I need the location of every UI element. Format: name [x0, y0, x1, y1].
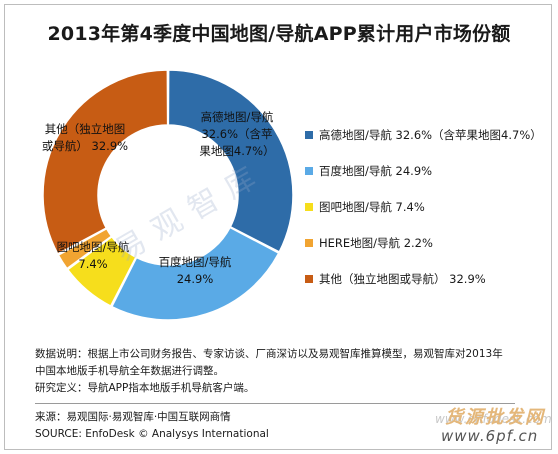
legend: 高德地图/导航 32.6%（含苹果地图4.7%） 百度地图/导航 24.9% 图吧地… [305, 117, 550, 297]
donut-chart: 高德地图/导航 32.6%（含苹果地图4.7%） 百度地图/导航 24.9% 图吧地图/… [42, 69, 294, 321]
legend-swatch [305, 167, 313, 175]
data-label-0-0: 高德地图/导航 [201, 110, 274, 124]
source-line: SOURCE: EnfoDesk © Analysys Internationa… [35, 428, 269, 440]
data-label-1-1: 24.9% [177, 272, 214, 286]
data-label-4-0: 其他（独立地图 [45, 122, 126, 136]
note-line: 中国本地版手机导航全年数据进行调整。 [35, 365, 224, 377]
legend-label: 百度地图/导航 24.9% [319, 164, 433, 178]
data-label-0-1: 32.6%（含苹 [201, 127, 272, 141]
note-line: 研究定义：导航APP指本地版手机导航客户端。 [35, 382, 255, 394]
data-label-0-2: 果地图4.7%） [199, 144, 274, 158]
data-label-4-1: 或导航） 32.9% [42, 139, 128, 153]
data-label-2-1: 7.4% [78, 257, 107, 271]
legend-item: HERE地图/导航 2.2% [305, 225, 550, 261]
legend-label: 图吧地图/导航 7.4% [319, 200, 425, 214]
slice-4 [42, 69, 169, 255]
legend-item: 高德地图/导航 32.6%（含苹果地图4.7%） [305, 117, 550, 153]
brand-watermark: 货源批发网 [445, 407, 545, 428]
chart-title: 2013年第4季度中国地图/导航APP累计用户市场份额 [47, 23, 511, 45]
note-line: 数据说明：根据上市公司财务报告、专家访谈、厂商深访以及易观智库推算模型，易观智库… [35, 348, 503, 360]
legend-swatch [305, 239, 313, 247]
data-label-2-0: 图吧地图/导航 [57, 240, 130, 254]
divider [35, 403, 515, 404]
data-label-1-0: 百度地图/导航 [159, 255, 232, 269]
slice-1 [110, 226, 280, 321]
legend-item: 其他（独立地图或导航） 32.9% [305, 261, 550, 297]
data-notes: 数据说明：根据上市公司财务报告、专家访谈、厂商深访以及易观智库推算模型，易观智库… [35, 346, 535, 397]
url-watermark: www.6pf.cn [441, 427, 539, 445]
legend-item: 百度地图/导航 24.9% [305, 153, 550, 189]
slice-0 [167, 69, 294, 253]
legend-swatch [305, 203, 313, 211]
legend-swatch [305, 131, 313, 139]
slice-2 [66, 235, 137, 308]
legend-label: 高德地图/导航 32.6%（含苹果地图4.7%） [319, 128, 542, 142]
legend-label: HERE地图/导航 2.2% [319, 236, 433, 250]
chart-frame: 2013年第4季度中国地图/导航APP累计用户市场份额 高德地图/导航 32.6%… [4, 4, 552, 450]
legend-swatch [305, 275, 313, 283]
legend-item: 图吧地图/导航 7.4% [305, 189, 550, 225]
legend-label: 其他（独立地图或导航） 32.9% [319, 272, 486, 286]
source-block: 来源：易观国际·易观智库·中国互联网商情 SOURCE: EnfoDesk © … [35, 409, 269, 443]
site-watermark: www.enfodesk.com [435, 412, 552, 426]
source-line: 来源：易观国际·易观智库·中国互联网商情 [35, 411, 231, 423]
